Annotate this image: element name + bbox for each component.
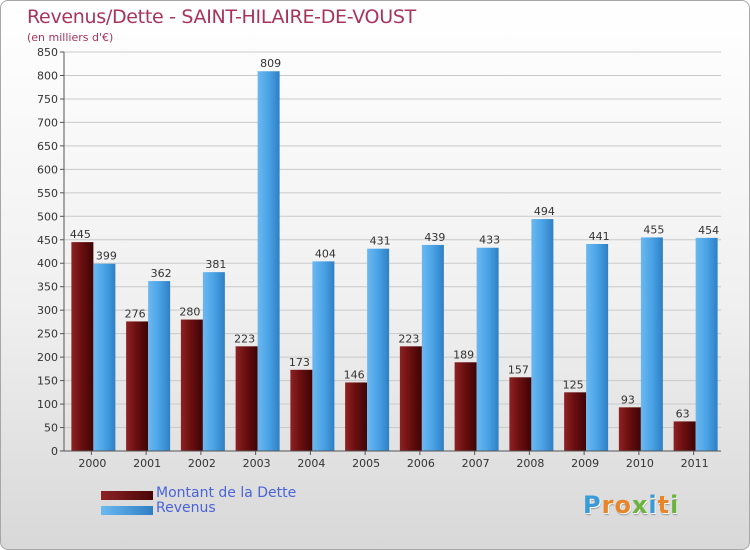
y-tick-label: 150 — [37, 375, 58, 388]
legend-swatch-revenus — [101, 506, 153, 515]
bar-debt — [509, 377, 532, 451]
logo-letter: x — [631, 491, 649, 519]
y-tick-label: 650 — [37, 140, 58, 153]
legend-label-revenus: Revenus — [156, 500, 216, 516]
y-tick-label: 850 — [37, 46, 58, 59]
data-label-debt: 445 — [70, 228, 91, 241]
bar-debt — [71, 242, 94, 451]
logo-letter: i — [670, 491, 680, 519]
data-label-revenus: 399 — [96, 250, 117, 263]
proxiti-logo: Proxiti — [583, 491, 679, 519]
chart-subtitle: (en milliers d'€) — [27, 31, 114, 44]
y-tick-label: 0 — [51, 445, 58, 458]
x-tick-label: 2000 — [78, 457, 106, 470]
y-tick-label: 600 — [37, 163, 58, 176]
data-label-revenus: 455 — [643, 223, 664, 236]
y-tick-label: 450 — [37, 234, 58, 247]
data-label-debt: 173 — [289, 356, 310, 369]
logo-letter: t — [657, 491, 671, 519]
logo-letter: o — [614, 491, 632, 519]
bar-debt — [454, 362, 477, 451]
data-label-debt: 125 — [563, 378, 584, 391]
bar-debt — [126, 321, 149, 451]
legend-label-debt: Montant de la Dette — [156, 485, 297, 501]
x-tick-label: 2010 — [626, 457, 654, 470]
bar-debt — [564, 392, 587, 451]
data-label-revenus: 381 — [205, 258, 226, 271]
data-label-debt: 276 — [125, 307, 146, 320]
logo-letter: P — [583, 491, 602, 519]
data-label-revenus: 439 — [424, 231, 445, 244]
data-label-debt: 63 — [676, 407, 690, 420]
bar-revenus — [202, 272, 225, 451]
y-tick-label: 550 — [37, 187, 58, 200]
y-tick-label: 100 — [37, 398, 58, 411]
data-label-debt: 223 — [234, 332, 255, 345]
y-tick-label: 700 — [37, 116, 58, 129]
data-label-revenus: 809 — [260, 57, 281, 70]
x-tick-label: 2011 — [681, 457, 709, 470]
bar-revenus — [531, 219, 554, 451]
bar-revenus — [640, 237, 663, 451]
x-tick-label: 2008 — [516, 457, 544, 470]
x-tick-label: 2001 — [133, 457, 161, 470]
y-tick-label: 750 — [37, 93, 58, 106]
legend-swatch-debt — [101, 491, 153, 500]
y-tick-label: 350 — [37, 281, 58, 294]
logo-letter: i — [648, 491, 658, 519]
data-label-revenus: 404 — [315, 247, 336, 260]
x-tick-label: 2003 — [243, 457, 271, 470]
data-label-debt: 223 — [398, 332, 419, 345]
data-label-debt: 189 — [453, 348, 474, 361]
y-tick-label: 200 — [37, 351, 58, 364]
data-label-debt: 280 — [179, 306, 200, 319]
bar-debt — [345, 382, 368, 451]
bar-revenus — [586, 243, 609, 451]
bar-revenus — [93, 263, 116, 451]
y-tick-label: 400 — [37, 257, 58, 270]
bar-revenus — [476, 247, 499, 451]
x-tick-label: 2007 — [462, 457, 490, 470]
data-label-revenus: 433 — [479, 234, 500, 247]
data-label-revenus: 441 — [589, 230, 610, 243]
bar-debt — [235, 346, 258, 451]
y-tick-label: 500 — [37, 210, 58, 223]
y-tick-label: 300 — [37, 304, 58, 317]
data-label-debt: 146 — [344, 368, 365, 381]
bar-revenus — [148, 281, 171, 451]
data-label-revenus: 494 — [534, 205, 555, 218]
y-tick-label: 50 — [44, 422, 58, 435]
logo-letter: r — [601, 491, 615, 519]
bar-debt — [673, 421, 696, 451]
data-label-revenus: 362 — [151, 267, 172, 280]
chart-title: Revenus/Dette - SAINT-HILAIRE-DE-VOUST — [27, 6, 416, 28]
data-label-debt: 93 — [621, 393, 635, 406]
bar-revenus — [367, 248, 390, 451]
y-tick-label: 800 — [37, 69, 58, 82]
x-tick-label: 2009 — [571, 457, 599, 470]
data-label-revenus: 431 — [370, 235, 391, 248]
data-label-revenus: 454 — [698, 224, 719, 237]
bar-revenus — [257, 71, 280, 451]
bar-revenus — [312, 261, 335, 451]
bar-debt — [618, 407, 641, 451]
y-tick-label: 250 — [37, 328, 58, 341]
bar-revenus — [695, 237, 718, 451]
bar-revenus — [421, 244, 444, 451]
data-label-debt: 157 — [508, 363, 529, 376]
bar-debt — [399, 346, 422, 451]
bar-debt — [180, 319, 203, 451]
x-tick-label: 2005 — [352, 457, 380, 470]
x-tick-label: 2004 — [297, 457, 325, 470]
bar-debt — [290, 369, 313, 451]
x-tick-label: 2002 — [188, 457, 216, 470]
x-tick-label: 2006 — [407, 457, 435, 470]
